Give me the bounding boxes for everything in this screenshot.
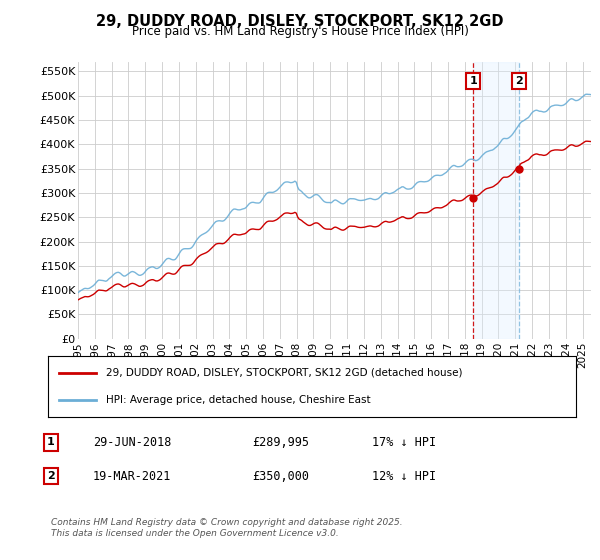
Text: HPI: Average price, detached house, Cheshire East: HPI: Average price, detached house, Ches… bbox=[106, 395, 371, 405]
Text: 19-MAR-2021: 19-MAR-2021 bbox=[93, 469, 172, 483]
Text: 29, DUDDY ROAD, DISLEY, STOCKPORT, SK12 2GD: 29, DUDDY ROAD, DISLEY, STOCKPORT, SK12 … bbox=[96, 14, 504, 29]
Text: £289,995: £289,995 bbox=[252, 436, 309, 449]
Bar bbox=[473, 62, 519, 339]
Text: 29, DUDDY ROAD, DISLEY, STOCKPORT, SK12 2GD (detached house): 29, DUDDY ROAD, DISLEY, STOCKPORT, SK12 … bbox=[106, 368, 463, 378]
Text: 2: 2 bbox=[515, 76, 523, 86]
Text: 2: 2 bbox=[47, 471, 55, 481]
Text: 1: 1 bbox=[47, 437, 55, 447]
Text: Price paid vs. HM Land Registry's House Price Index (HPI): Price paid vs. HM Land Registry's House … bbox=[131, 25, 469, 38]
Text: Contains HM Land Registry data © Crown copyright and database right 2025.
This d: Contains HM Land Registry data © Crown c… bbox=[51, 518, 403, 538]
Text: £350,000: £350,000 bbox=[252, 469, 309, 483]
Text: 1: 1 bbox=[469, 76, 477, 86]
Text: 12% ↓ HPI: 12% ↓ HPI bbox=[372, 469, 436, 483]
Text: 17% ↓ HPI: 17% ↓ HPI bbox=[372, 436, 436, 449]
Text: 29-JUN-2018: 29-JUN-2018 bbox=[93, 436, 172, 449]
